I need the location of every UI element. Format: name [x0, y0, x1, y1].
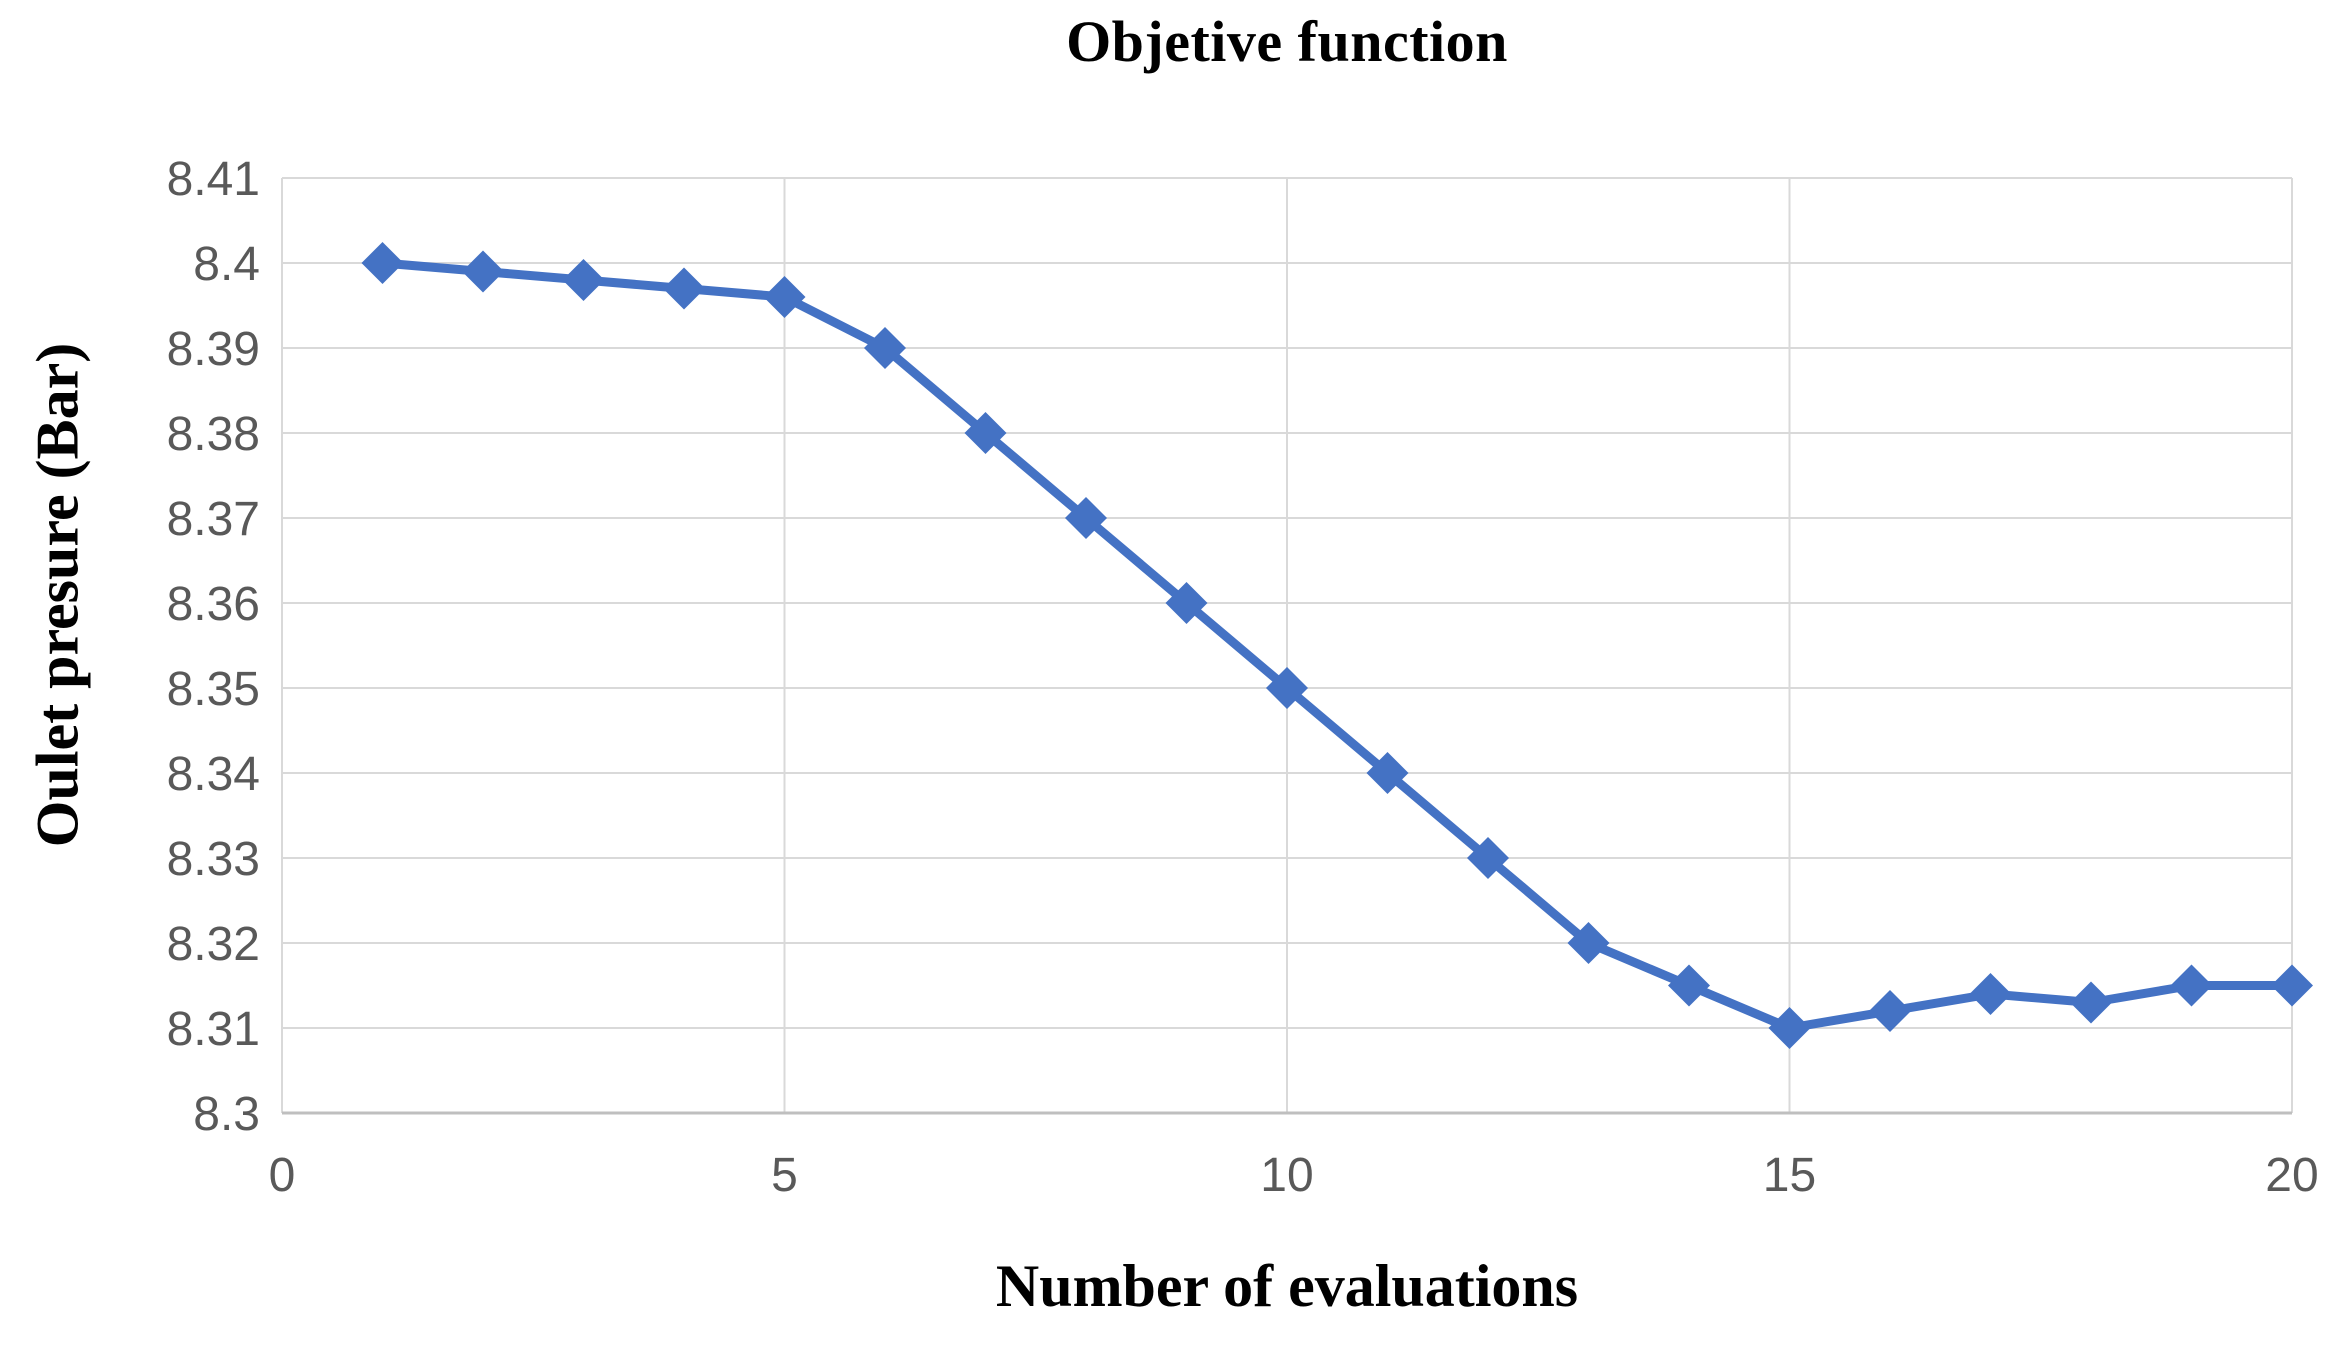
x-axis-title: Number of evaluations	[995, 1253, 1579, 1319]
data-point-marker	[1969, 973, 2012, 1015]
y-tick-label: 8.41	[167, 153, 260, 206]
data-point-marker	[1668, 964, 1710, 1007]
data-point-marker	[663, 267, 705, 310]
data-point-marker	[1366, 752, 1409, 794]
data-point-marker	[1165, 582, 1208, 624]
y-tick-label: 8.36	[167, 578, 260, 631]
data-point-marker	[1065, 497, 1107, 539]
y-tick-label: 8.38	[167, 408, 260, 461]
data-point-marker	[2271, 964, 2313, 1007]
y-tick-label: 8.34	[167, 748, 260, 801]
chart-title: Objetive function	[1066, 9, 1508, 74]
y-tick-label: 8.32	[167, 918, 260, 971]
data-point-marker	[2070, 981, 2112, 1024]
x-tick-label: 15	[1763, 1149, 1816, 1202]
y-tick-label: 8.3	[193, 1088, 260, 1141]
y-tick-label: 8.39	[167, 323, 260, 376]
data-point-marker	[1266, 667, 1308, 709]
data-point-marker	[361, 242, 404, 284]
data-point-marker	[2170, 964, 2213, 1007]
data-point-marker	[1467, 837, 1509, 879]
data-point-marker	[763, 276, 806, 318]
data-point-marker	[1869, 990, 1911, 1032]
y-tick-label: 8.31	[167, 1003, 260, 1056]
y-tick-label: 8.35	[167, 663, 260, 716]
y-tick-label: 8.33	[167, 833, 260, 886]
data-point-marker	[1768, 1007, 1811, 1049]
data-point-marker	[1567, 922, 1610, 964]
y-tick-label: 8.37	[167, 493, 260, 546]
x-tick-label: 10	[1260, 1149, 1313, 1202]
data-point-marker	[964, 412, 1007, 454]
data-point-marker	[864, 327, 906, 369]
series-line	[378, 258, 2297, 1033]
x-tick-label: 0	[269, 1149, 296, 1202]
y-tick-label: 8.4	[193, 238, 260, 291]
x-tick-label: 20	[2265, 1149, 2318, 1202]
data-point-marker	[462, 250, 504, 293]
x-tick-label: 5	[771, 1149, 798, 1202]
data-point-marker	[562, 259, 605, 301]
